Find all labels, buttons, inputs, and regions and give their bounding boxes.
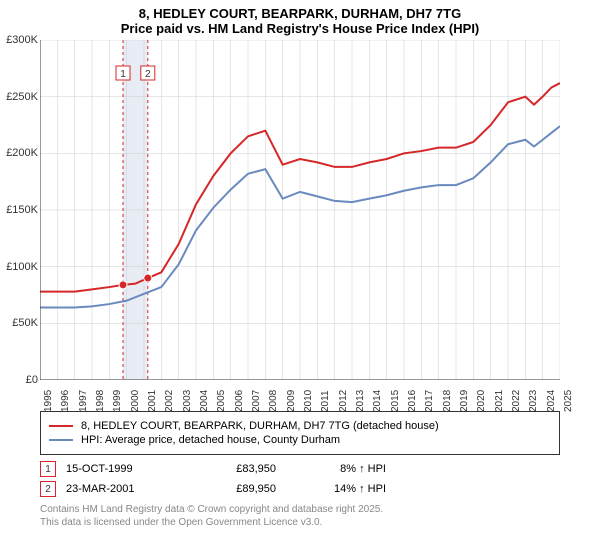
x-tick-label: 2007 [251, 390, 262, 412]
x-tick-label: 2003 [182, 390, 193, 412]
x-tick-label: 2025 [563, 390, 574, 412]
chart-title: 8, HEDLEY COURT, BEARPARK, DURHAM, DH7 7… [0, 0, 600, 21]
sale-row: 1 15-OCT-1999 £83,950 8% ↑ HPI [40, 461, 560, 477]
copyright-footer: Contains HM Land Registry data © Crown c… [40, 503, 560, 529]
y-tick-label: £50K [0, 317, 38, 329]
line-chart-svg: 12 [40, 40, 560, 380]
legend-row: HPI: Average price, detached house, Coun… [49, 434, 551, 446]
x-tick-label: 2000 [130, 390, 141, 412]
chart-container: 8, HEDLEY COURT, BEARPARK, DURHAM, DH7 7… [0, 0, 600, 560]
x-tick-label: 2017 [424, 390, 435, 412]
x-tick-label: 2013 [355, 390, 366, 412]
y-tick-label: £100K [0, 261, 38, 273]
sale-price: £83,950 [196, 463, 276, 475]
chart-legend: 8, HEDLEY COURT, BEARPARK, DURHAM, DH7 7… [40, 411, 560, 455]
x-tick-label: 1998 [95, 390, 106, 412]
sale-delta: 8% ↑ HPI [286, 463, 386, 475]
x-tick-label: 2011 [320, 390, 331, 412]
x-tick-label: 2015 [390, 390, 401, 412]
x-tick-label: 2019 [459, 390, 470, 412]
y-tick-label: £200K [0, 147, 38, 159]
x-tick-label: 2023 [528, 390, 539, 412]
svg-text:1: 1 [120, 69, 126, 80]
x-tick-label: 2008 [268, 390, 279, 412]
x-tick-label: 2020 [476, 390, 487, 412]
x-tick-label: 2009 [286, 390, 297, 412]
sale-delta: 14% ↑ HPI [286, 483, 386, 495]
x-tick-label: 1996 [60, 390, 71, 412]
x-tick-label: 2010 [303, 390, 314, 412]
legend-row: 8, HEDLEY COURT, BEARPARK, DURHAM, DH7 7… [49, 420, 551, 432]
x-tick-label: 2005 [216, 390, 227, 412]
y-tick-label: £150K [0, 204, 38, 216]
y-tick-label: £300K [0, 34, 38, 46]
x-tick-label: 1997 [78, 390, 89, 412]
x-tick-label: 1999 [112, 390, 123, 412]
chart-plot-area: 12 £0£50K£100K£150K£200K£250K£300K 19951… [40, 40, 600, 405]
x-tick-label: 2004 [199, 390, 210, 412]
footer-line-2: This data is licensed under the Open Gov… [40, 516, 560, 529]
sale-date: 15-OCT-1999 [66, 463, 186, 475]
sale-marker-badge: 2 [40, 481, 56, 497]
x-tick-label: 2016 [407, 390, 418, 412]
legend-label: HPI: Average price, detached house, Coun… [81, 434, 340, 446]
x-tick-label: 2002 [164, 390, 175, 412]
sale-price: £89,950 [196, 483, 276, 495]
x-tick-label: 2018 [442, 390, 453, 412]
x-tick-label: 2014 [372, 390, 383, 412]
legend-label: 8, HEDLEY COURT, BEARPARK, DURHAM, DH7 7… [81, 420, 439, 432]
x-tick-label: 2001 [147, 390, 158, 412]
x-tick-label: 1995 [43, 390, 54, 412]
x-tick-label: 2021 [494, 390, 505, 412]
svg-text:2: 2 [145, 69, 151, 80]
x-tick-label: 2012 [338, 390, 349, 412]
sale-records: 1 15-OCT-1999 £83,950 8% ↑ HPI 2 23-MAR-… [40, 461, 560, 497]
legend-swatch [49, 425, 73, 427]
y-tick-label: £0 [0, 374, 38, 386]
x-tick-label: 2022 [511, 390, 522, 412]
x-tick-label: 2024 [546, 390, 557, 412]
sale-row: 2 23-MAR-2001 £89,950 14% ↑ HPI [40, 481, 560, 497]
y-tick-label: £250K [0, 91, 38, 103]
legend-swatch [49, 439, 73, 441]
x-tick-label: 2006 [234, 390, 245, 412]
chart-subtitle: Price paid vs. HM Land Registry's House … [0, 21, 600, 40]
sale-date: 23-MAR-2001 [66, 483, 186, 495]
footer-line-1: Contains HM Land Registry data © Crown c… [40, 503, 560, 516]
sale-marker-badge: 1 [40, 461, 56, 477]
